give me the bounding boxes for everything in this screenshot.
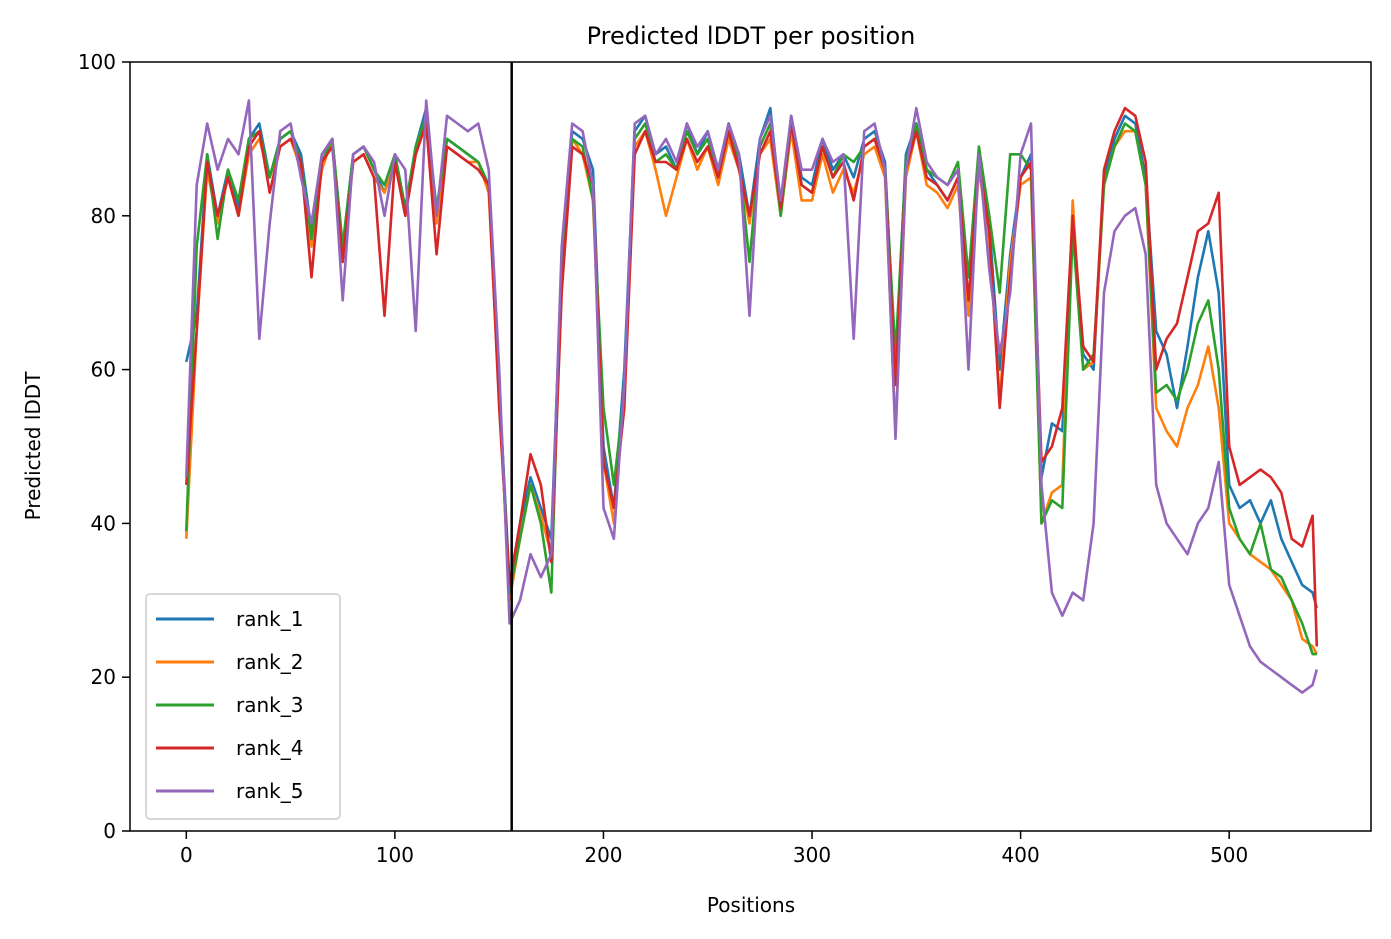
x-tick-label: 500 — [1210, 843, 1248, 867]
legend-label-rank-2: rank_2 — [236, 650, 303, 674]
x-axis-label: Positions — [707, 893, 795, 917]
legend-label-rank-5: rank_5 — [236, 779, 303, 803]
series-line-rank-5 — [185, 99, 1319, 694]
legend-box — [145, 593, 341, 820]
y-axis-ticks: 0 20 40 60 80 100 — [78, 50, 130, 843]
chart-title: Predicted lDDT per position — [587, 22, 916, 50]
y-tick-label: 0 — [103, 819, 116, 843]
y-tick-label: 20 — [91, 665, 116, 689]
y-tick-label: 40 — [91, 511, 116, 535]
legend-label-rank-3: rank_3 — [236, 693, 303, 717]
y-tick-label: 60 — [91, 358, 116, 382]
legend-label-rank-1: rank_1 — [236, 607, 303, 631]
legend: rank_1 rank_2 rank_3 rank_4 rank_5 — [145, 593, 341, 820]
series-layer — [185, 99, 1319, 694]
x-axis-ticks: 0 100 200 300 400 500 — [180, 831, 1248, 867]
plot-area-frame — [129, 61, 1372, 832]
y-axis-label: Predicted lDDT — [21, 371, 45, 521]
x-tick-label: 400 — [1002, 843, 1040, 867]
x-tick-label: 200 — [584, 843, 622, 867]
legend-label-rank-4: rank_4 — [236, 736, 303, 760]
series-line-rank-4 — [185, 106, 1319, 647]
y-tick-label: 80 — [91, 204, 116, 228]
y-tick-label: 100 — [78, 50, 116, 74]
x-tick-label: 100 — [376, 843, 414, 867]
x-tick-label: 300 — [793, 843, 831, 867]
x-tick-label: 0 — [180, 843, 193, 867]
